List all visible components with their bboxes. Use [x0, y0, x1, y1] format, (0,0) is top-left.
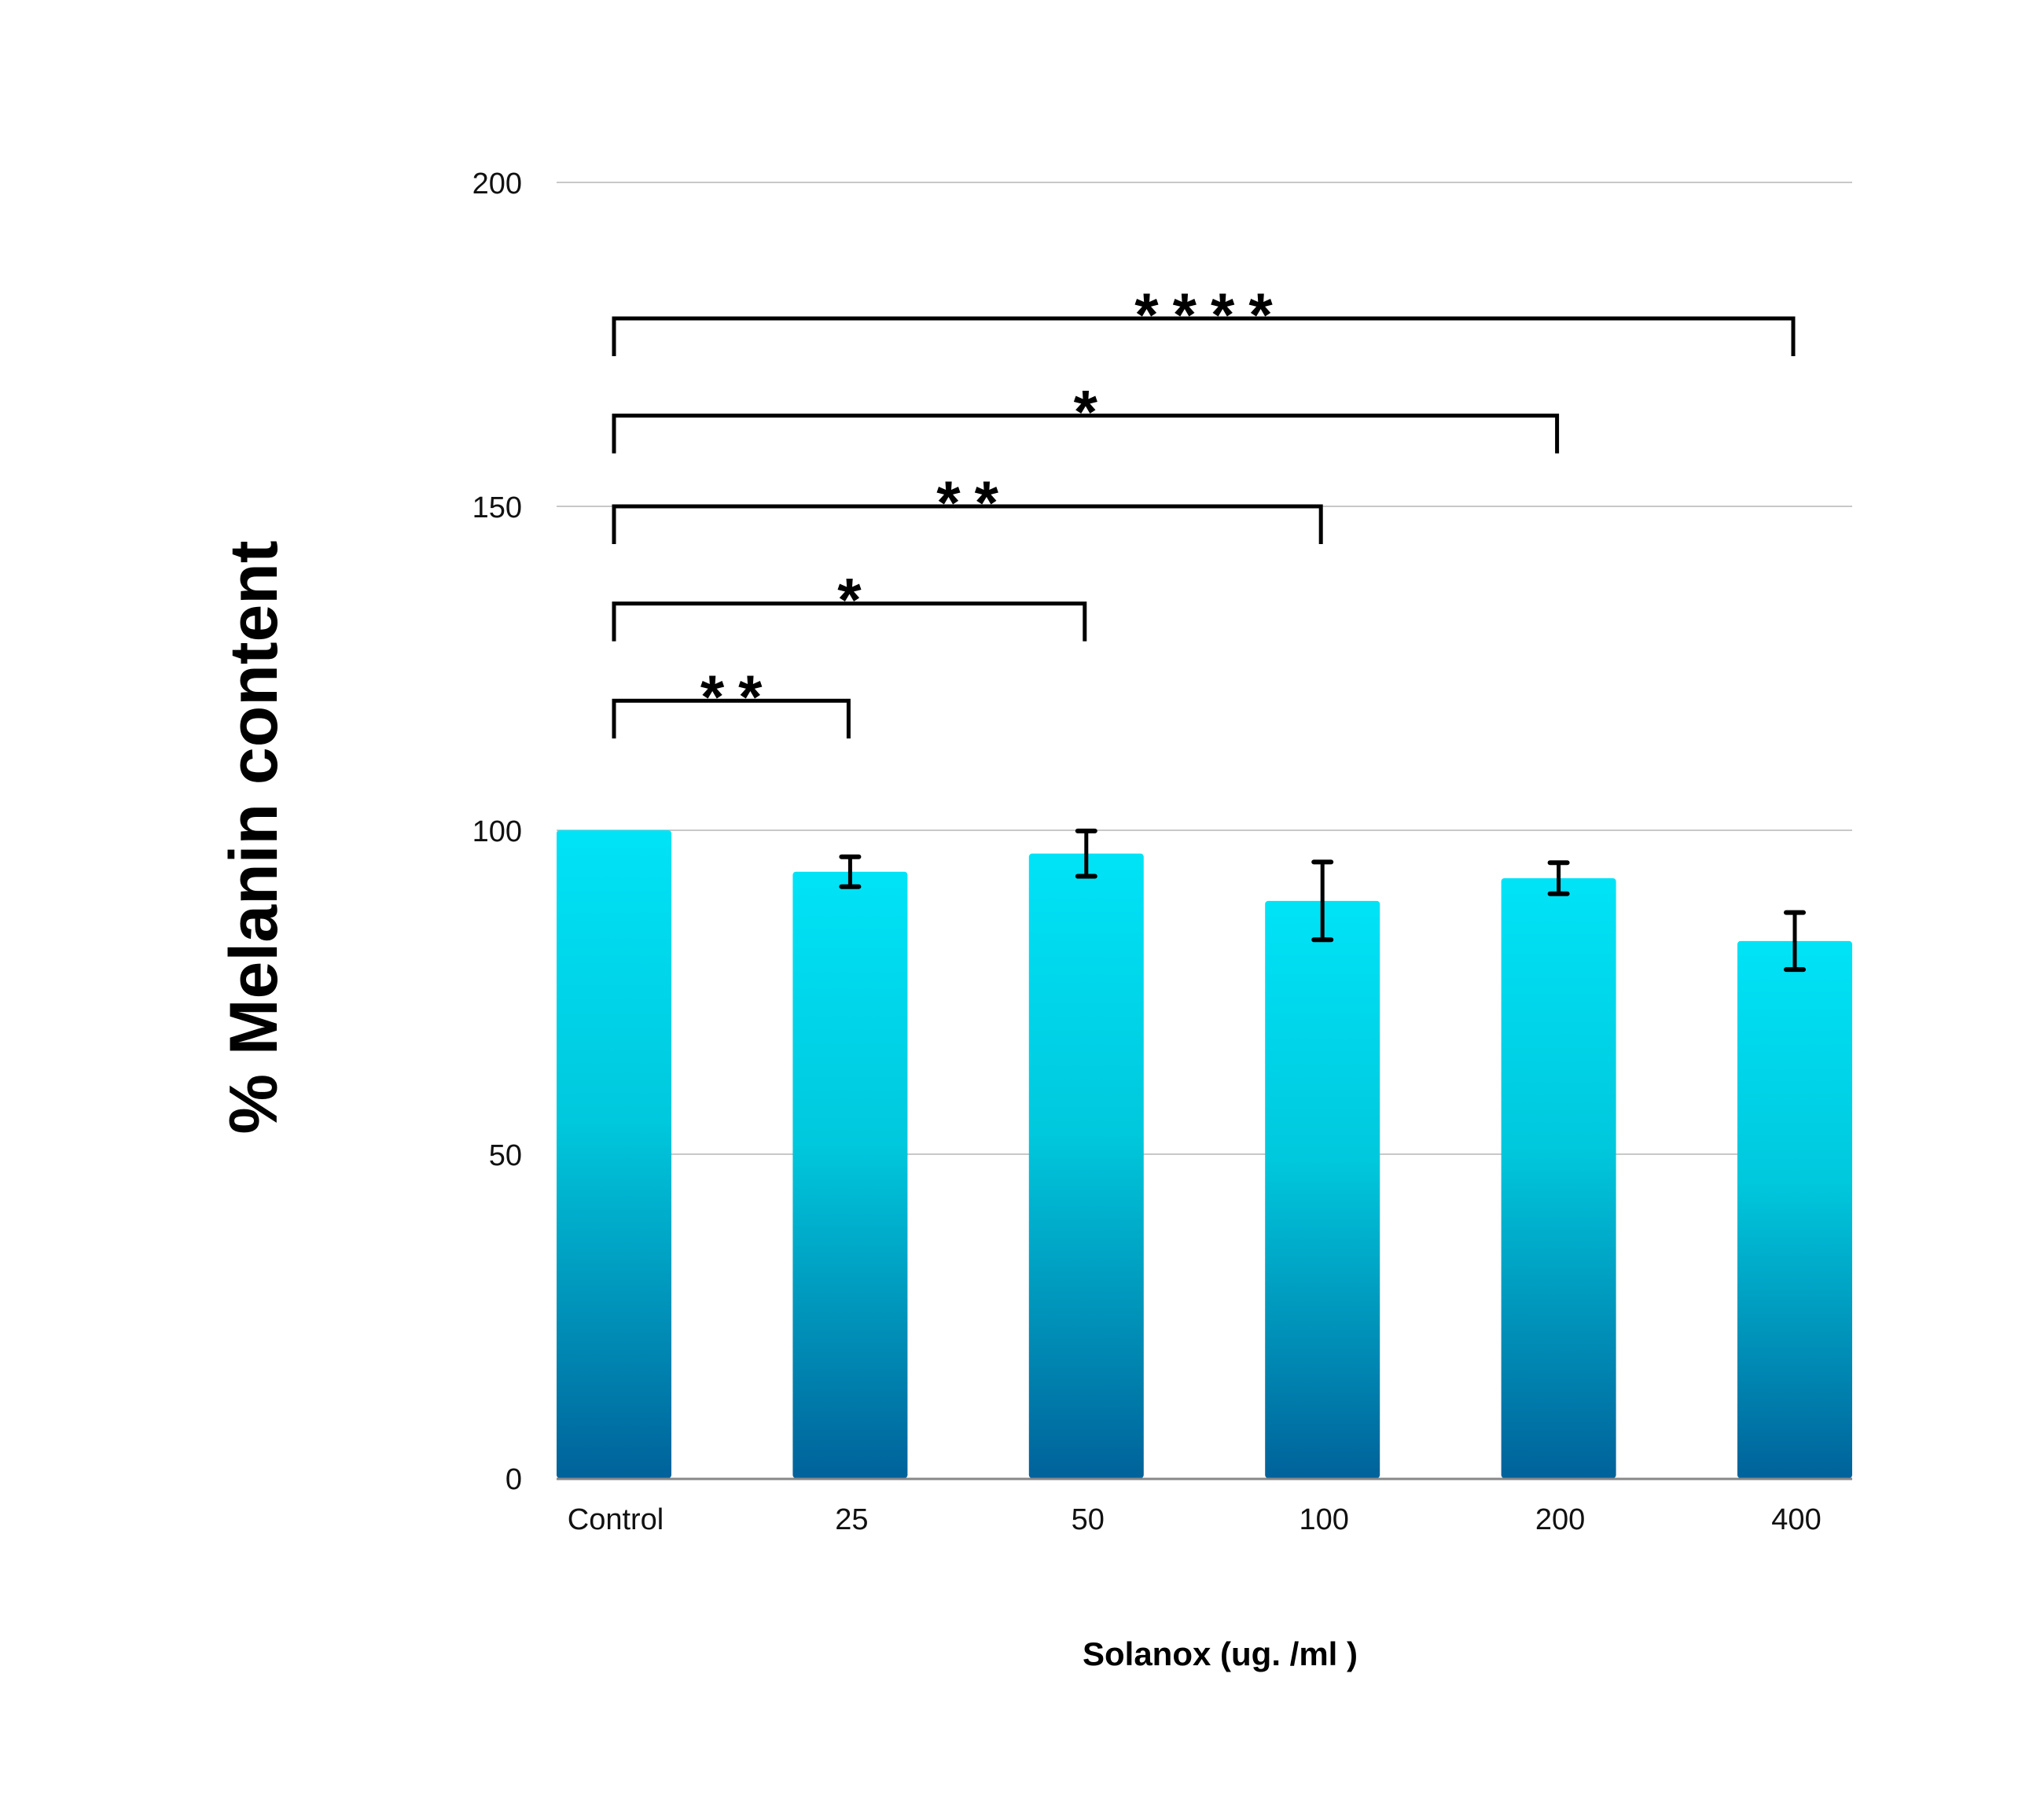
significance-stars: * — [1074, 377, 1112, 447]
error-bars — [839, 828, 1806, 973]
significance-bracket: * — [612, 377, 1560, 454]
significance-bracket: **** — [612, 280, 1796, 357]
significance-bracket: ** — [612, 662, 851, 739]
x-axis-title: Solanox (ug. /ml ) — [1083, 1635, 1358, 1672]
y-tick-label: 100 — [472, 815, 522, 848]
bars — [557, 830, 1852, 1478]
x-tick-label: 200 — [1535, 1503, 1585, 1536]
y-tick-label: 50 — [489, 1139, 522, 1172]
x-tick-label: 100 — [1299, 1503, 1348, 1536]
x-axis-ticks: Control 25 50 100 200 400 — [568, 1503, 1822, 1536]
significance-stars: ** — [700, 662, 777, 731]
y-axis-ticks: 0 50 100 150 200 — [472, 167, 522, 1496]
bracket-line — [612, 504, 1323, 544]
bracket-line — [612, 601, 1087, 642]
bar — [557, 830, 671, 1478]
y-tick-label: 150 — [472, 491, 522, 524]
significance-bracket: * — [612, 565, 1087, 642]
y-tick-label: 200 — [472, 167, 522, 200]
bar — [1028, 853, 1144, 1478]
significance-stars: * — [837, 565, 875, 634]
x-tick-label: Control — [568, 1503, 664, 1536]
bracket-line — [612, 698, 851, 739]
y-axis-title: % Melanin content — [216, 541, 292, 1135]
y-tick-label: 0 — [505, 1463, 522, 1496]
significance-bracket: ** — [612, 468, 1323, 544]
bracket-line — [612, 414, 1560, 454]
significance-brackets: ********** — [612, 280, 1796, 739]
x-tick-label: 25 — [835, 1503, 868, 1536]
bar — [1737, 940, 1852, 1478]
bar — [792, 871, 908, 1478]
significance-stars: ** — [936, 468, 1013, 537]
x-tick-label: 50 — [1072, 1503, 1105, 1536]
bar — [1501, 877, 1616, 1478]
bracket-line — [612, 316, 1796, 357]
significance-stars: **** — [1134, 280, 1286, 349]
x-tick-label: 400 — [1771, 1503, 1821, 1536]
bar — [1265, 900, 1380, 1478]
